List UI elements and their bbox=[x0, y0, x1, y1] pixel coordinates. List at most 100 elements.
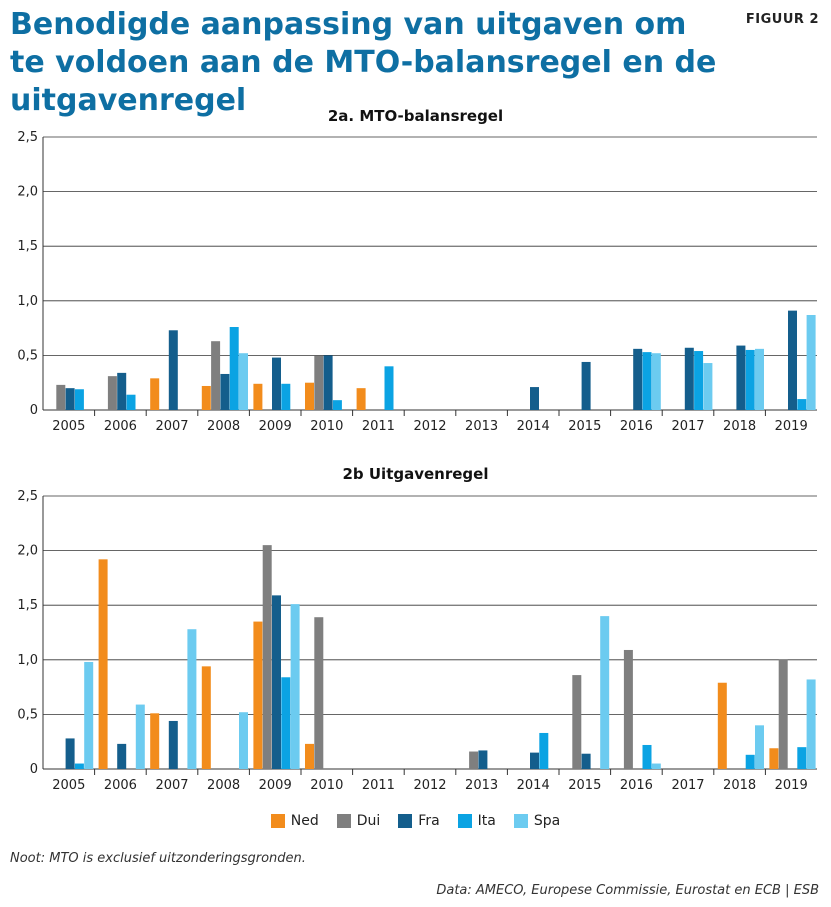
bar-dui-2005 bbox=[56, 384, 66, 410]
y-tick-label: 2,5 bbox=[17, 130, 38, 145]
x-tick-label: 2008 bbox=[207, 419, 240, 434]
legend-label-dui: Dui bbox=[356, 813, 381, 829]
x-tick-label: 2007 bbox=[155, 778, 188, 793]
x-tick-label: 2011 bbox=[362, 419, 395, 434]
bar-dui-2010 bbox=[314, 355, 324, 410]
bar-dui-2008 bbox=[211, 341, 221, 410]
bar-dui-2010 bbox=[314, 617, 324, 769]
bar-ned-2011 bbox=[356, 388, 366, 410]
legend-swatch-ned bbox=[270, 814, 285, 828]
footnote: Noot: MTO is exclusief uitzonderingsgron… bbox=[10, 851, 306, 866]
bar-ita-2010 bbox=[332, 400, 342, 410]
x-tick-label: 2013 bbox=[465, 778, 498, 793]
legend-swatch-fra bbox=[398, 814, 413, 828]
bar-fra-2017 bbox=[684, 347, 694, 410]
bar-spa-2005 bbox=[84, 661, 94, 769]
y-tick-label: 2,5 bbox=[17, 489, 38, 504]
bar-ned-2010 bbox=[305, 743, 314, 769]
x-tick-label: 2018 bbox=[723, 419, 756, 434]
x-tick-label: 2005 bbox=[52, 778, 85, 793]
bar-ned-2009 bbox=[253, 621, 263, 769]
y-tick-label: 2,0 bbox=[17, 544, 38, 559]
bar-ned-2007 bbox=[150, 378, 160, 410]
chart-2-title: 2b Uitgavenregel bbox=[342, 465, 489, 483]
legend-label-spa: Spa bbox=[533, 813, 561, 829]
chart-1-mto-balansregel: 0 0,5 1,0 1,5 2,0 2,5 2005 2006 2007 2008 2009 2010… bbox=[17, 130, 817, 434]
x-tick-label: 2015 bbox=[568, 778, 601, 793]
bar-ita-2016 bbox=[642, 352, 652, 410]
legend-item-fra: Fra bbox=[398, 813, 440, 829]
source-credit: Data: AMECO, Europese Commissie, Eurosta… bbox=[436, 883, 819, 898]
bar-fra-2014 bbox=[530, 752, 539, 769]
legend-swatch-spa bbox=[513, 814, 528, 828]
x-tick-label: 2005 bbox=[52, 419, 85, 434]
x-tick-label: 2019 bbox=[775, 419, 808, 434]
bar-ned-2008 bbox=[201, 385, 211, 410]
y-tick-label: 2,0 bbox=[17, 185, 38, 200]
bar-ita-2005 bbox=[74, 763, 84, 769]
figure-label: FIGUUR 2 bbox=[745, 12, 819, 27]
legend-item-ned: Ned bbox=[270, 813, 319, 829]
bar-ita-2009 bbox=[281, 383, 291, 410]
legend-item-spa: Spa bbox=[513, 813, 561, 829]
bar-ned-2018 bbox=[717, 682, 727, 769]
bar-ned-2019 bbox=[769, 748, 779, 769]
x-tick-label: 2006 bbox=[104, 778, 137, 793]
bar-dui-2013 bbox=[469, 751, 479, 769]
legend-label-ita: Ita bbox=[477, 813, 496, 829]
x-tick-label: 2006 bbox=[104, 419, 137, 434]
bar-fra-2006 bbox=[117, 743, 127, 769]
bar-spa-2017 bbox=[703, 363, 713, 410]
chart-2-uitgavenregel: 0 0,5 1,0 1,5 2,0 2,5 2005 2006 2007 2008 2009 2010… bbox=[17, 489, 817, 793]
bar-dui-2006 bbox=[107, 376, 117, 410]
bar-fra-2016 bbox=[633, 348, 643, 410]
x-tick-label: 2007 bbox=[155, 419, 188, 434]
bar-fra-2019 bbox=[788, 310, 797, 410]
y-tick-label: 1,0 bbox=[17, 653, 38, 668]
x-tick-label: 2017 bbox=[671, 778, 704, 793]
figure-title: Benodigde aanpassing van uitgaven om te … bbox=[10, 7, 717, 118]
x-tick-label: 2010 bbox=[310, 419, 343, 434]
bar-ned-2009 bbox=[253, 383, 263, 410]
bar-fra-2015 bbox=[581, 753, 591, 769]
bar-ita-2016 bbox=[642, 744, 652, 769]
legend-swatch-dui bbox=[336, 814, 351, 828]
bar-fra-2006 bbox=[117, 372, 127, 410]
x-tick-label: 2009 bbox=[259, 419, 292, 434]
bar-fra-2010 bbox=[323, 355, 333, 410]
legend-label-fra: Fra bbox=[418, 813, 440, 829]
bar-spa-2007 bbox=[187, 629, 197, 769]
bar-fra-2014 bbox=[530, 387, 539, 410]
y-tick-label: 1,0 bbox=[17, 294, 38, 309]
bar-ned-2006 bbox=[98, 559, 108, 769]
bar-spa-2016 bbox=[651, 763, 661, 769]
bar-ned-2007 bbox=[150, 713, 160, 769]
bar-spa-2016 bbox=[651, 353, 661, 410]
bar-spa-2008 bbox=[239, 353, 248, 410]
bar-fra-2013 bbox=[478, 750, 488, 769]
y-tick-label: 0 bbox=[30, 403, 38, 418]
bar-fra-2005 bbox=[65, 388, 75, 410]
x-tick-label: 2016 bbox=[620, 419, 653, 434]
bar-fra-2015 bbox=[581, 361, 591, 410]
x-tick-label: 2019 bbox=[775, 778, 808, 793]
bar-ned-2010 bbox=[305, 382, 314, 410]
legend-swatch-ita bbox=[457, 814, 472, 828]
bar-ita-2018 bbox=[745, 349, 755, 410]
bar-spa-2019 bbox=[806, 679, 816, 769]
bar-ita-2014 bbox=[539, 732, 549, 769]
bar-ita-2018 bbox=[745, 754, 755, 769]
bar-spa-2018 bbox=[755, 348, 764, 410]
bar-dui-2009 bbox=[262, 545, 272, 769]
bar-ita-2009 bbox=[281, 677, 291, 769]
bar-dui-2019 bbox=[778, 659, 788, 769]
bar-fra-2008 bbox=[220, 373, 230, 410]
bar-dui-2016 bbox=[623, 649, 633, 769]
legend-item-ita: Ita bbox=[457, 813, 496, 829]
bar-ned-2008 bbox=[201, 666, 211, 769]
bar-spa-2019 bbox=[806, 314, 816, 410]
x-tick-label: 2013 bbox=[465, 419, 498, 434]
x-tick-label: 2009 bbox=[259, 778, 292, 793]
bar-fra-2005 bbox=[65, 738, 75, 769]
x-tick-label: 2012 bbox=[413, 778, 446, 793]
